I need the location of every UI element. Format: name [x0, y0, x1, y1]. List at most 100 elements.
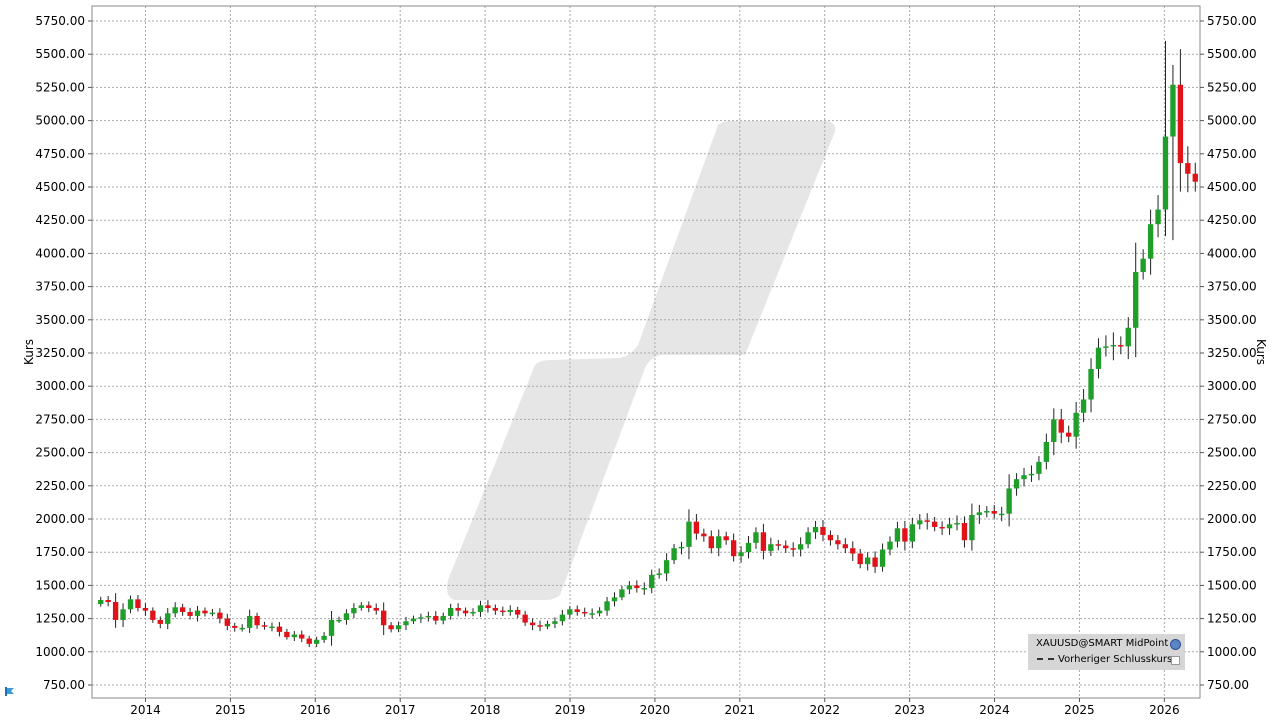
- candle: [395, 621, 402, 633]
- candle-body: [969, 515, 975, 541]
- x-tick-label: 2021: [725, 703, 756, 717]
- y-tick-label-left: 750.00: [43, 678, 85, 692]
- candle-body: [1155, 209, 1161, 225]
- y-axis-title-left: Kurs: [22, 339, 36, 365]
- candle-body: [1095, 347, 1102, 369]
- candle-body: [641, 588, 647, 590]
- candle: [529, 618, 536, 631]
- y-tick-label-left: 2750.00: [35, 412, 85, 426]
- candle-body: [1013, 479, 1020, 489]
- candle-body: [596, 610, 603, 614]
- candle-body: [1080, 399, 1087, 413]
- x-tick-label: 2020: [640, 703, 671, 717]
- candle-body: [999, 513, 1005, 516]
- candle-body: [217, 612, 223, 619]
- candle: [232, 622, 238, 632]
- y-tick-label-left: 4250.00: [35, 213, 85, 227]
- candle-body: [202, 610, 208, 614]
- dashed-line-icon: [1037, 658, 1054, 660]
- candle-body: [1073, 412, 1079, 437]
- candle-body: [380, 610, 387, 626]
- candle-body: [284, 631, 290, 638]
- candle: [477, 600, 484, 617]
- candle-body: [343, 613, 350, 620]
- candle-body: [671, 548, 677, 561]
- candle-body: [1088, 368, 1094, 400]
- candle-body: [604, 601, 610, 611]
- candle: [112, 593, 119, 628]
- legend-item-series-label: XAUUSD@SMART MidPoint: [1036, 638, 1169, 649]
- y-tick-label-left: 5000.00: [35, 114, 85, 128]
- candle: [738, 546, 744, 563]
- candle: [991, 505, 997, 519]
- candle-body: [1147, 224, 1154, 259]
- candle-body: [1177, 84, 1184, 164]
- candle-body: [388, 625, 394, 630]
- candle-body: [1006, 488, 1012, 514]
- plot-frame: [91, 5, 1201, 699]
- x-tick-label: 2022: [809, 703, 840, 717]
- y-axis-right: 750.00 1000.00 1250.00 1500.00 1750.00 2000.0…: [1200, 14, 1257, 692]
- candle-body: [946, 524, 953, 529]
- candle-body: [686, 521, 692, 547]
- candle-body: [142, 607, 149, 611]
- candle-body: [135, 599, 141, 608]
- candle-body: [321, 635, 327, 640]
- watermark-logo: [446, 121, 836, 600]
- candle: [373, 603, 379, 615]
- candle-body: [150, 610, 156, 620]
- candle-body: [336, 619, 342, 622]
- candle-body: [194, 610, 201, 616]
- ib-flag-icon[interactable]: [4, 686, 15, 697]
- candle: [611, 592, 618, 607]
- candle: [872, 551, 878, 573]
- y-tick-label-left: 2250.00: [35, 479, 85, 493]
- candle-body: [730, 540, 737, 557]
- x-tick-label: 2015: [215, 703, 246, 717]
- candle: [805, 527, 811, 549]
- candle-body: [894, 528, 901, 542]
- grid-lines: [92, 6, 1200, 698]
- candle-body: [850, 548, 856, 554]
- candle: [656, 568, 662, 579]
- candle-body: [209, 612, 216, 615]
- candle-body: [775, 544, 781, 546]
- candle-body: [559, 614, 566, 622]
- candle: [842, 538, 848, 554]
- candle: [1185, 146, 1191, 193]
- candle: [1051, 408, 1057, 456]
- candle-body: [716, 536, 722, 549]
- globe-icon[interactable]: [1170, 639, 1181, 650]
- candle-body: [261, 625, 268, 627]
- checkbox-icon[interactable]: [1171, 656, 1180, 665]
- candle: [924, 513, 930, 530]
- candle-body: [120, 609, 126, 620]
- y-tick-label-right: 4500.00: [1207, 180, 1257, 194]
- candle: [999, 506, 1005, 522]
- candle-body: [358, 605, 365, 608]
- candle: [306, 635, 312, 647]
- candle: [827, 530, 834, 546]
- candle: [209, 608, 216, 617]
- candle-body: [448, 607, 454, 616]
- candle: [537, 620, 543, 632]
- candle-body: [1170, 84, 1176, 137]
- candle: [246, 609, 253, 633]
- y-tick-label-right: 1750.00: [1207, 545, 1257, 559]
- candle: [127, 595, 134, 614]
- candle-body: [1185, 163, 1191, 174]
- candle: [1162, 40, 1169, 237]
- candle-body: [1133, 271, 1139, 328]
- candle: [485, 600, 491, 613]
- x-tick-label: 2017: [385, 703, 416, 717]
- candle-body: [1118, 345, 1124, 347]
- y-tick-label-left: 3250.00: [35, 346, 85, 360]
- candle-body: [127, 599, 134, 610]
- candle: [775, 539, 781, 551]
- candle: [321, 632, 327, 643]
- y-tick-label-right: 4250.00: [1207, 213, 1257, 227]
- candle: [1095, 338, 1102, 379]
- candle: [745, 535, 752, 559]
- y-tick-label-right: 2750.00: [1207, 412, 1257, 426]
- candle: [1058, 408, 1064, 444]
